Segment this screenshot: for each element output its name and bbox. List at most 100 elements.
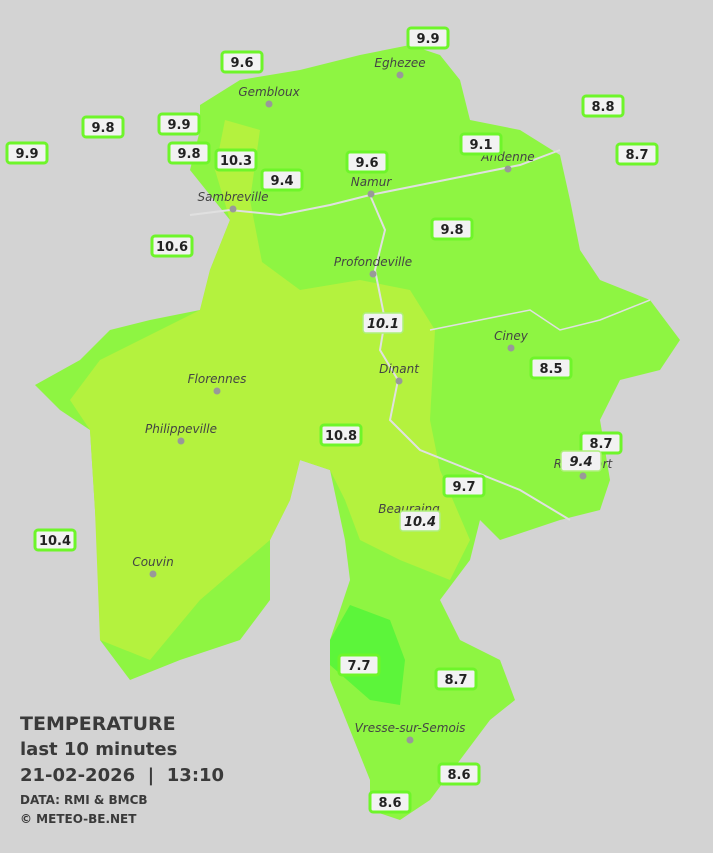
town-dot xyxy=(369,270,377,278)
station-box xyxy=(437,762,481,786)
station-value: 8.7 xyxy=(589,437,612,452)
station-box xyxy=(150,234,194,258)
legend-title: TEMPERATURE xyxy=(20,713,176,735)
station-value: 10.4 xyxy=(404,515,436,530)
station: 9.6 xyxy=(220,50,264,74)
station-value: 8.7 xyxy=(444,673,467,688)
station: 9.9 xyxy=(157,112,201,136)
station-box xyxy=(33,528,77,552)
town-label: Sambreville xyxy=(197,190,268,204)
station-box xyxy=(319,423,363,447)
station-value: 9.9 xyxy=(15,147,38,162)
town-label: Namur xyxy=(351,175,393,189)
legend: TEMPERATURE last 10 minutes 21-02-2026 |… xyxy=(20,713,224,826)
town-dot xyxy=(149,570,157,578)
station-value: 9.9 xyxy=(167,118,190,133)
station-box xyxy=(368,790,412,814)
station: 8.8 xyxy=(581,94,625,118)
town-label: Philippeville xyxy=(145,422,217,436)
station-value: 8.6 xyxy=(378,796,401,811)
station-box xyxy=(81,115,125,139)
station: 9.9 xyxy=(406,26,450,50)
station-box xyxy=(337,653,381,677)
station: 10.6 xyxy=(150,234,194,258)
river xyxy=(429,299,651,331)
station: 10.1 xyxy=(362,312,404,334)
station-value: 9.6 xyxy=(355,156,378,171)
town-label: Eghezee xyxy=(374,56,425,70)
station: 8.7 xyxy=(615,142,659,166)
station: 10.8 xyxy=(319,423,363,447)
station: 8.5 xyxy=(529,356,573,380)
station: 9.4 xyxy=(560,450,602,472)
station-value: 10.3 xyxy=(220,154,252,169)
station-value: 9.4 xyxy=(569,455,592,470)
station: 9.8 xyxy=(430,217,474,241)
town-label: Dinant xyxy=(379,362,420,376)
town-dot xyxy=(213,387,221,395)
station-box xyxy=(459,132,503,156)
town-label: Florennes xyxy=(188,372,247,386)
station: 9.8 xyxy=(167,141,211,165)
legend-subtitle: last 10 minutes xyxy=(20,739,177,760)
station: 9.4 xyxy=(260,168,304,192)
station: 9.7 xyxy=(442,474,486,498)
warm-zone xyxy=(70,120,470,660)
station-value: 8.5 xyxy=(539,362,562,377)
legend-copyright: © METEO-BE.NET xyxy=(20,812,137,826)
station-box xyxy=(345,150,389,174)
station-value: 9.8 xyxy=(91,121,114,136)
station-box xyxy=(581,94,625,118)
station-value: 10.8 xyxy=(325,429,357,444)
town-dot xyxy=(579,472,587,480)
town-label: Profondeville xyxy=(334,255,412,269)
town-label: Vresse-sur-Semois xyxy=(355,721,466,735)
station-value: 9.8 xyxy=(440,223,463,238)
town-label: Ciney xyxy=(494,329,529,343)
town-dot xyxy=(367,190,375,198)
station-box xyxy=(362,312,404,334)
station-value: 7.7 xyxy=(347,659,370,674)
town-dot xyxy=(396,71,404,79)
station-box xyxy=(214,148,258,172)
station: 7.7 xyxy=(337,653,381,677)
town-dot xyxy=(507,344,515,352)
station-value: 9.9 xyxy=(416,32,439,47)
station-box xyxy=(560,450,602,472)
station: 8.6 xyxy=(437,762,481,786)
station-value: 9.8 xyxy=(177,147,200,162)
station-box xyxy=(220,50,264,74)
station: 8.7 xyxy=(579,431,623,455)
station: 10.4 xyxy=(33,528,77,552)
town-dot xyxy=(229,205,237,213)
station: 9.1 xyxy=(459,132,503,156)
station-box xyxy=(399,510,441,532)
station: 10.4 xyxy=(399,510,441,532)
station-box xyxy=(615,142,659,166)
station-value: 8.6 xyxy=(447,768,470,783)
station-value: 8.8 xyxy=(591,100,614,115)
station-box xyxy=(157,112,201,136)
station: 8.6 xyxy=(368,790,412,814)
legend-source: DATA: RMI & BMCB xyxy=(20,793,148,807)
station-value: 10.6 xyxy=(156,240,188,255)
station-value: 9.7 xyxy=(452,480,475,495)
station-box xyxy=(167,141,211,165)
town-label: Couvin xyxy=(132,555,173,569)
station-box xyxy=(434,667,478,691)
station-value: 9.1 xyxy=(469,138,492,153)
station-box xyxy=(406,26,450,50)
station: 8.7 xyxy=(434,667,478,691)
town-dot xyxy=(504,165,512,173)
station-value: 10.4 xyxy=(39,534,71,549)
town-dot xyxy=(265,100,273,108)
station: 9.8 xyxy=(81,115,125,139)
legend-timestamp: 21-02-2026 | 13:10 xyxy=(20,765,224,786)
station-value: 8.7 xyxy=(625,148,648,163)
station-box xyxy=(260,168,304,192)
town-dot xyxy=(177,437,185,445)
station-box xyxy=(529,356,573,380)
town-label: Gembloux xyxy=(238,85,300,99)
station: 9.6 xyxy=(345,150,389,174)
